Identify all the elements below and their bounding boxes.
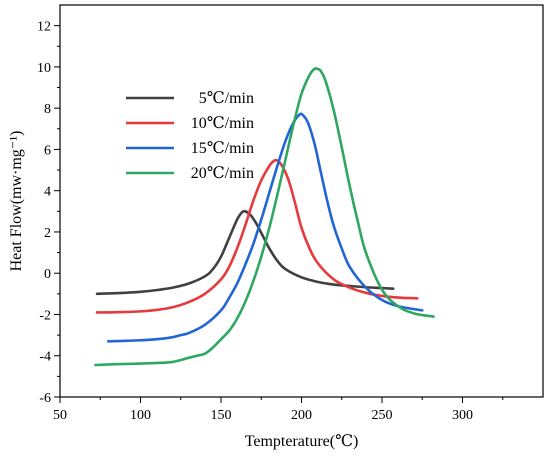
axis-ticks: 50 100 150 200 250 300 -6 -4 -2 0 2 4 6 8 10 12 (37, 20, 504, 423)
y-tick-label: -2 (39, 308, 51, 323)
series-lines (94, 67, 435, 367)
x-tick-label: 200 (291, 408, 312, 423)
y-tick-label: 6 (44, 143, 51, 158)
legend-label: 5℃/min (199, 90, 254, 107)
y-tick-label: 2 (44, 226, 51, 241)
y-tick-label: 4 (44, 185, 51, 200)
series-line-3 (107, 112, 424, 343)
legend: 5℃/min 10℃/min 15℃/min 20℃/min (126, 90, 254, 182)
x-tick-label: 150 (211, 408, 232, 423)
series-line-2 (95, 158, 419, 314)
legend-label: 20℃/min (191, 165, 254, 182)
y-tick-label: 10 (37, 61, 51, 76)
plot-frame (59, 4, 544, 398)
x-tick-label: 250 (372, 408, 393, 423)
x-tick-label: 300 (452, 408, 473, 423)
x-axis-title: Tempterature(℃) (245, 433, 359, 450)
y-tick-label: 0 (44, 267, 51, 282)
y-axis-title: Heat Flow(mw·mg⁻¹) (8, 131, 25, 272)
y-tick-label: -4 (39, 350, 51, 365)
legend-label: 10℃/min (191, 115, 254, 132)
x-tick-label: 100 (130, 408, 151, 423)
series-line-4 (94, 67, 435, 367)
series-line-1 (95, 209, 395, 296)
y-tick-label: 12 (37, 20, 51, 35)
y-tick-label: 8 (44, 102, 51, 117)
x-tick-label: 50 (53, 408, 67, 423)
legend-label: 15℃/min (191, 140, 254, 157)
y-tick-label: -6 (39, 391, 51, 406)
